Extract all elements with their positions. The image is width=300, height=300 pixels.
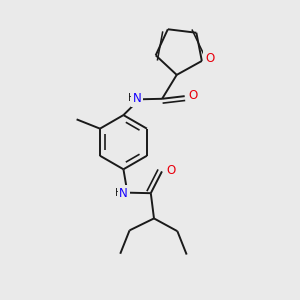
Text: N: N <box>119 187 128 200</box>
Text: N: N <box>133 92 141 105</box>
Text: O: O <box>188 89 197 102</box>
Text: O: O <box>205 52 214 65</box>
Text: H: H <box>128 93 136 103</box>
Text: O: O <box>166 164 175 177</box>
Text: H: H <box>115 188 122 198</box>
